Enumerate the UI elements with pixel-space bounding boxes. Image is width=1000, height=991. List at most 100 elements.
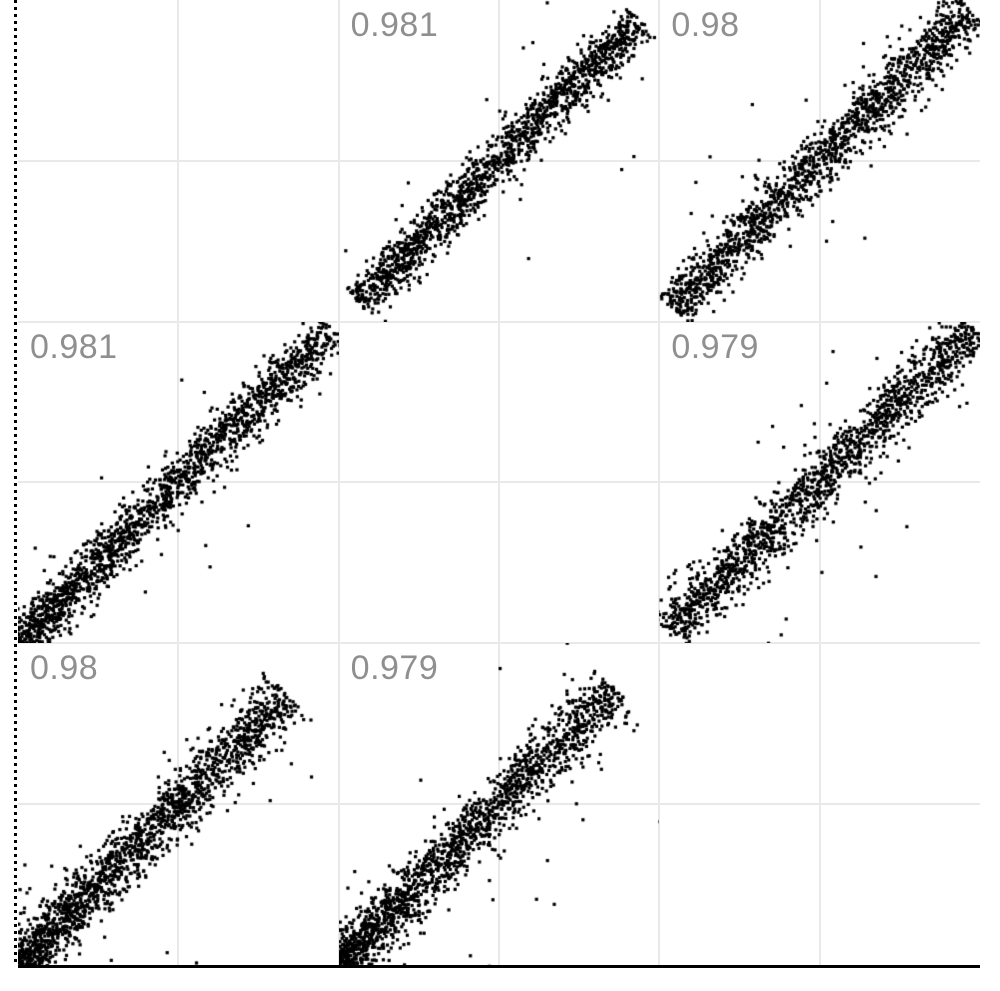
y-axis-dash [14, 196, 17, 199]
y-axis-dash [14, 644, 17, 647]
y-axis-dash [14, 623, 17, 626]
y-axis-dash [14, 518, 17, 521]
y-axis-dash [14, 917, 17, 920]
y-axis-dash [14, 693, 17, 696]
y-axis-dash [14, 140, 17, 143]
scatter-matrix-panel: 0.98 [18, 643, 339, 965]
scatter-matrix-panel: 0.979 [339, 643, 660, 965]
y-axis-dash [14, 672, 17, 675]
y-axis-dash [14, 427, 17, 430]
y-axis-dash [14, 70, 17, 73]
y-axis-dash [14, 826, 17, 829]
scatter-canvas [339, 0, 660, 322]
y-axis-dash [14, 315, 17, 318]
y-axis-dash [14, 812, 17, 815]
y-axis-dash [14, 385, 17, 388]
y-axis-dash [14, 364, 17, 367]
y-axis-dash [14, 805, 17, 808]
panel-grid-horizontal [18, 160, 339, 162]
y-axis-dash [14, 539, 17, 542]
y-axis-dash [14, 126, 17, 129]
y-axis-dash [14, 168, 17, 171]
y-axis-dash [14, 42, 17, 45]
y-axis-dash [14, 630, 17, 633]
panel-grid-horizontal [659, 803, 980, 805]
y-axis-dash [14, 728, 17, 731]
scatter-matrix-panel: 0.979 [659, 322, 980, 644]
y-axis-dash [14, 14, 17, 17]
y-axis-dash [14, 21, 17, 24]
y-axis-dash [14, 217, 17, 220]
y-axis-dash [14, 357, 17, 360]
y-axis-dash [14, 840, 17, 843]
y-axis-dash [14, 448, 17, 451]
y-axis-dash [14, 609, 17, 612]
y-axis-dash [14, 371, 17, 374]
y-axis-dash [14, 553, 17, 556]
panel-grid-horizontal [339, 481, 660, 483]
y-axis-dash [14, 952, 17, 955]
y-axis-dash [14, 413, 17, 416]
y-axis-dash [14, 336, 17, 339]
y-axis-dash [14, 588, 17, 591]
y-axis-dash [14, 119, 17, 122]
y-axis-dash [14, 490, 17, 493]
scatter-canvas [659, 0, 980, 322]
y-axis-dash [14, 938, 17, 941]
y-axis-dash [14, 329, 17, 332]
y-axis-dash [14, 679, 17, 682]
y-axis-dash [14, 266, 17, 269]
y-axis-dash [14, 49, 17, 52]
y-axis-dash [14, 35, 17, 38]
y-axis-dash [14, 483, 17, 486]
y-axis-dash [14, 875, 17, 878]
y-axis-dash [14, 0, 17, 3]
scatter-canvas [339, 643, 660, 965]
y-axis-dash [14, 98, 17, 101]
y-axis-dash [14, 854, 17, 857]
y-axis-dash [14, 735, 17, 738]
y-axis-dash [14, 868, 17, 871]
y-axis-dash [14, 770, 17, 773]
y-axis-dash [14, 959, 17, 962]
y-axis-dash [14, 924, 17, 927]
y-axis-dash [14, 931, 17, 934]
y-axis-dash [14, 308, 17, 311]
y-axis-dash [14, 105, 17, 108]
y-axis-dash [14, 532, 17, 535]
y-axis-dash [14, 322, 17, 325]
y-axis-dash [14, 406, 17, 409]
scatter-canvas [659, 322, 980, 644]
scatter-matrix-diagonal-panel [18, 0, 339, 322]
y-axis-dash [14, 84, 17, 87]
y-axis-dash [14, 252, 17, 255]
y-axis-dash [14, 777, 17, 780]
y-axis-dash [14, 301, 17, 304]
plot-area: 0.9810.980.9810.9790.980.979 [18, 0, 980, 965]
y-axis-dash [14, 889, 17, 892]
y-axis-dash [14, 273, 17, 276]
y-axis-dash [14, 560, 17, 563]
y-axis-dash [14, 378, 17, 381]
y-axis-dash [14, 847, 17, 850]
y-axis-dash [14, 441, 17, 444]
y-axis-dash [14, 798, 17, 801]
y-axis-dash [14, 721, 17, 724]
y-axis-dash [14, 462, 17, 465]
scatter-matrix-figure: 0.9810.980.9810.9790.980.979 [0, 0, 1000, 991]
y-axis-dash [14, 910, 17, 913]
y-axis-dash [14, 504, 17, 507]
scatter-matrix-panel: 0.981 [339, 0, 660, 322]
y-axis-dash [14, 392, 17, 395]
y-axis-dash [14, 476, 17, 479]
y-axis-dash [14, 112, 17, 115]
y-axis-dash [14, 77, 17, 80]
y-axis-dash [14, 343, 17, 346]
x-axis-line [18, 965, 980, 968]
y-axis-dash [14, 294, 17, 297]
y-axis-dash [14, 896, 17, 899]
scatter-matrix-panel: 0.981 [18, 322, 339, 644]
y-axis-dash [14, 784, 17, 787]
scatter-matrix-diagonal-panel [659, 643, 980, 965]
y-axis-dash [14, 819, 17, 822]
